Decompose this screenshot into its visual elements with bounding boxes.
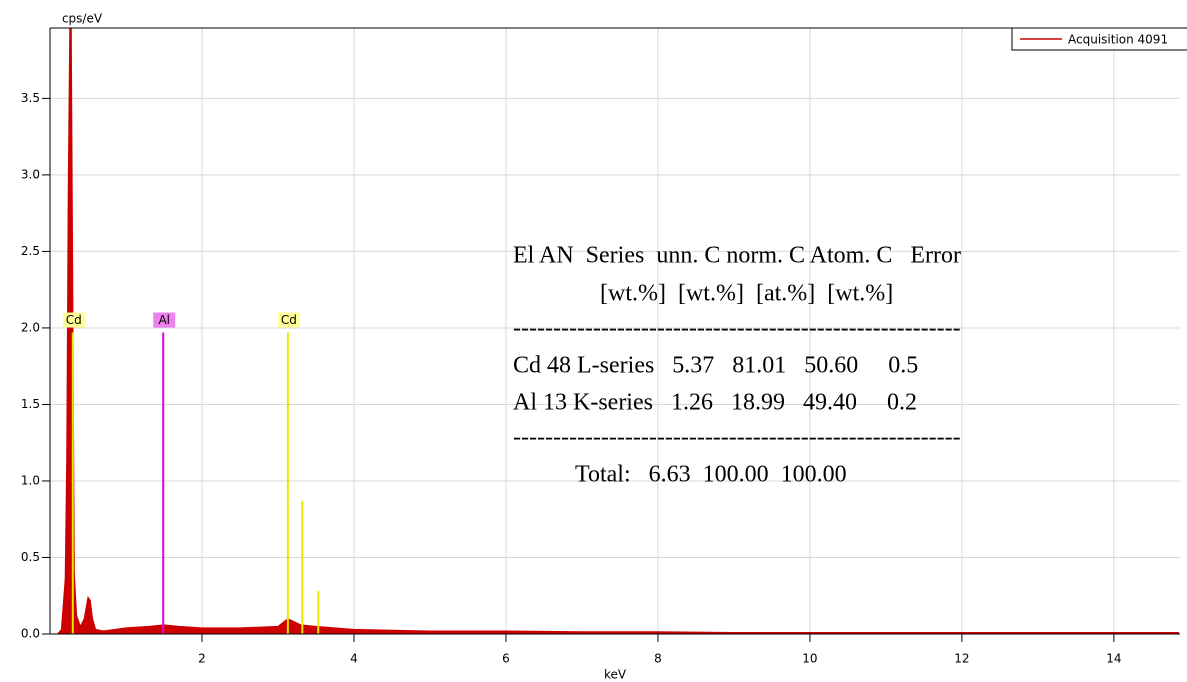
x-tick-label: 4	[350, 652, 358, 666]
y-tick-label: 1.5	[21, 397, 40, 411]
x-axis-label: keV	[604, 668, 627, 682]
y-tick-label: 1.0	[21, 473, 40, 487]
element-label: Cd	[66, 313, 82, 327]
y-tick-label: 3.5	[21, 91, 40, 105]
element-label-box	[62, 312, 85, 328]
x-tick-label: 14	[1106, 652, 1121, 666]
element-label: Cd	[281, 313, 297, 327]
x-tick-label: 6	[502, 652, 510, 666]
element-label-box	[277, 312, 300, 328]
y-tick-label: 3.0	[21, 167, 40, 181]
table-line: El AN Series unn. C norm. C Atom. C Erro…	[513, 243, 961, 269]
table-line: [wt.%] [wt.%] [at.%] [wt.%]	[600, 281, 893, 307]
table-line: Cd 48 L-series 5.37 81.01 50.60 0.5	[513, 353, 918, 379]
spectrum	[56, 27, 1179, 635]
y-axis-label: cps/eV	[62, 12, 103, 26]
y-tick-label: 2.5	[21, 244, 40, 258]
table-line: Al 13 K-series 1.26 18.99 49.40 0.2	[513, 390, 917, 416]
table-line: ----------------------------------------…	[513, 425, 961, 451]
table-line: Total: 6.63 100.00 100.00	[575, 462, 847, 488]
legend-label: Acquisition 4091	[1068, 33, 1168, 47]
element-label-box	[153, 312, 176, 328]
element-label: Al	[158, 313, 170, 327]
x-tick-label: 2	[198, 652, 206, 666]
x-tick-label: 8	[654, 652, 662, 666]
legend-box	[1011, 27, 1187, 51]
y-tick-label: 0.0	[21, 627, 40, 641]
y-tick-label: 0.5	[21, 550, 40, 564]
x-tick-label: 12	[954, 652, 969, 666]
x-tick-label: 10	[802, 652, 817, 666]
table-line: ----------------------------------------…	[513, 316, 961, 342]
y-tick-label: 2.0	[21, 320, 40, 334]
